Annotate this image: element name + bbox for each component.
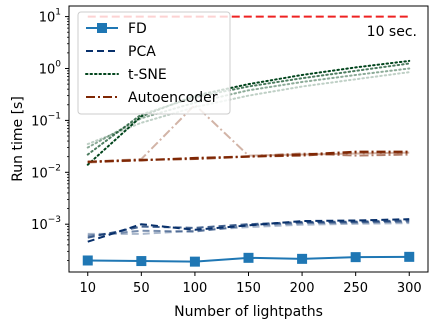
y-tick-label: 10−1 xyxy=(31,111,61,129)
data-point xyxy=(82,255,93,266)
series-line-pca xyxy=(87,222,410,235)
x-tick-label: 150 xyxy=(236,281,261,296)
y-tick-label: 10−3 xyxy=(31,215,61,233)
series-line-autoencoder xyxy=(87,152,410,164)
data-point xyxy=(404,251,415,262)
x-tick-label: 50 xyxy=(133,281,150,296)
x-tick-label: 200 xyxy=(290,281,315,296)
data-point xyxy=(350,252,361,263)
legend-label: PCA xyxy=(128,44,156,60)
data-point xyxy=(189,256,200,267)
data-point xyxy=(243,252,254,263)
legend-label: Autoencoder xyxy=(128,90,218,106)
legend-marker xyxy=(97,23,107,33)
legend-label: t-SNE xyxy=(128,67,167,83)
legend-label: FD xyxy=(128,21,147,37)
x-tick-label: 10 xyxy=(79,281,96,296)
y-tick-label: 10−2 xyxy=(31,163,61,181)
legend: FD PCA t-SNE Autoencoder xyxy=(77,11,231,115)
data-point xyxy=(297,253,308,264)
x-tick-label: 300 xyxy=(397,281,422,296)
legend-box xyxy=(77,11,231,115)
data-point xyxy=(136,256,147,267)
series-line-pca xyxy=(87,219,410,239)
series-line-pca xyxy=(87,218,410,243)
series-line-t-sne xyxy=(86,67,411,149)
x-axis-label: Number of lightpaths xyxy=(174,304,323,320)
y-tick-label: 101 xyxy=(39,8,61,26)
y-axis-label: Run time [s] xyxy=(10,96,26,182)
threshold-label: 10 sec. xyxy=(367,24,417,40)
x-tick-label: 250 xyxy=(343,281,368,296)
series-line-t-sne xyxy=(86,71,411,146)
x-tick-label: 100 xyxy=(183,281,208,296)
series-line-t-sne xyxy=(86,59,411,166)
y-tick-label: 100 xyxy=(39,59,62,77)
series-line-autoencoder xyxy=(87,150,410,163)
